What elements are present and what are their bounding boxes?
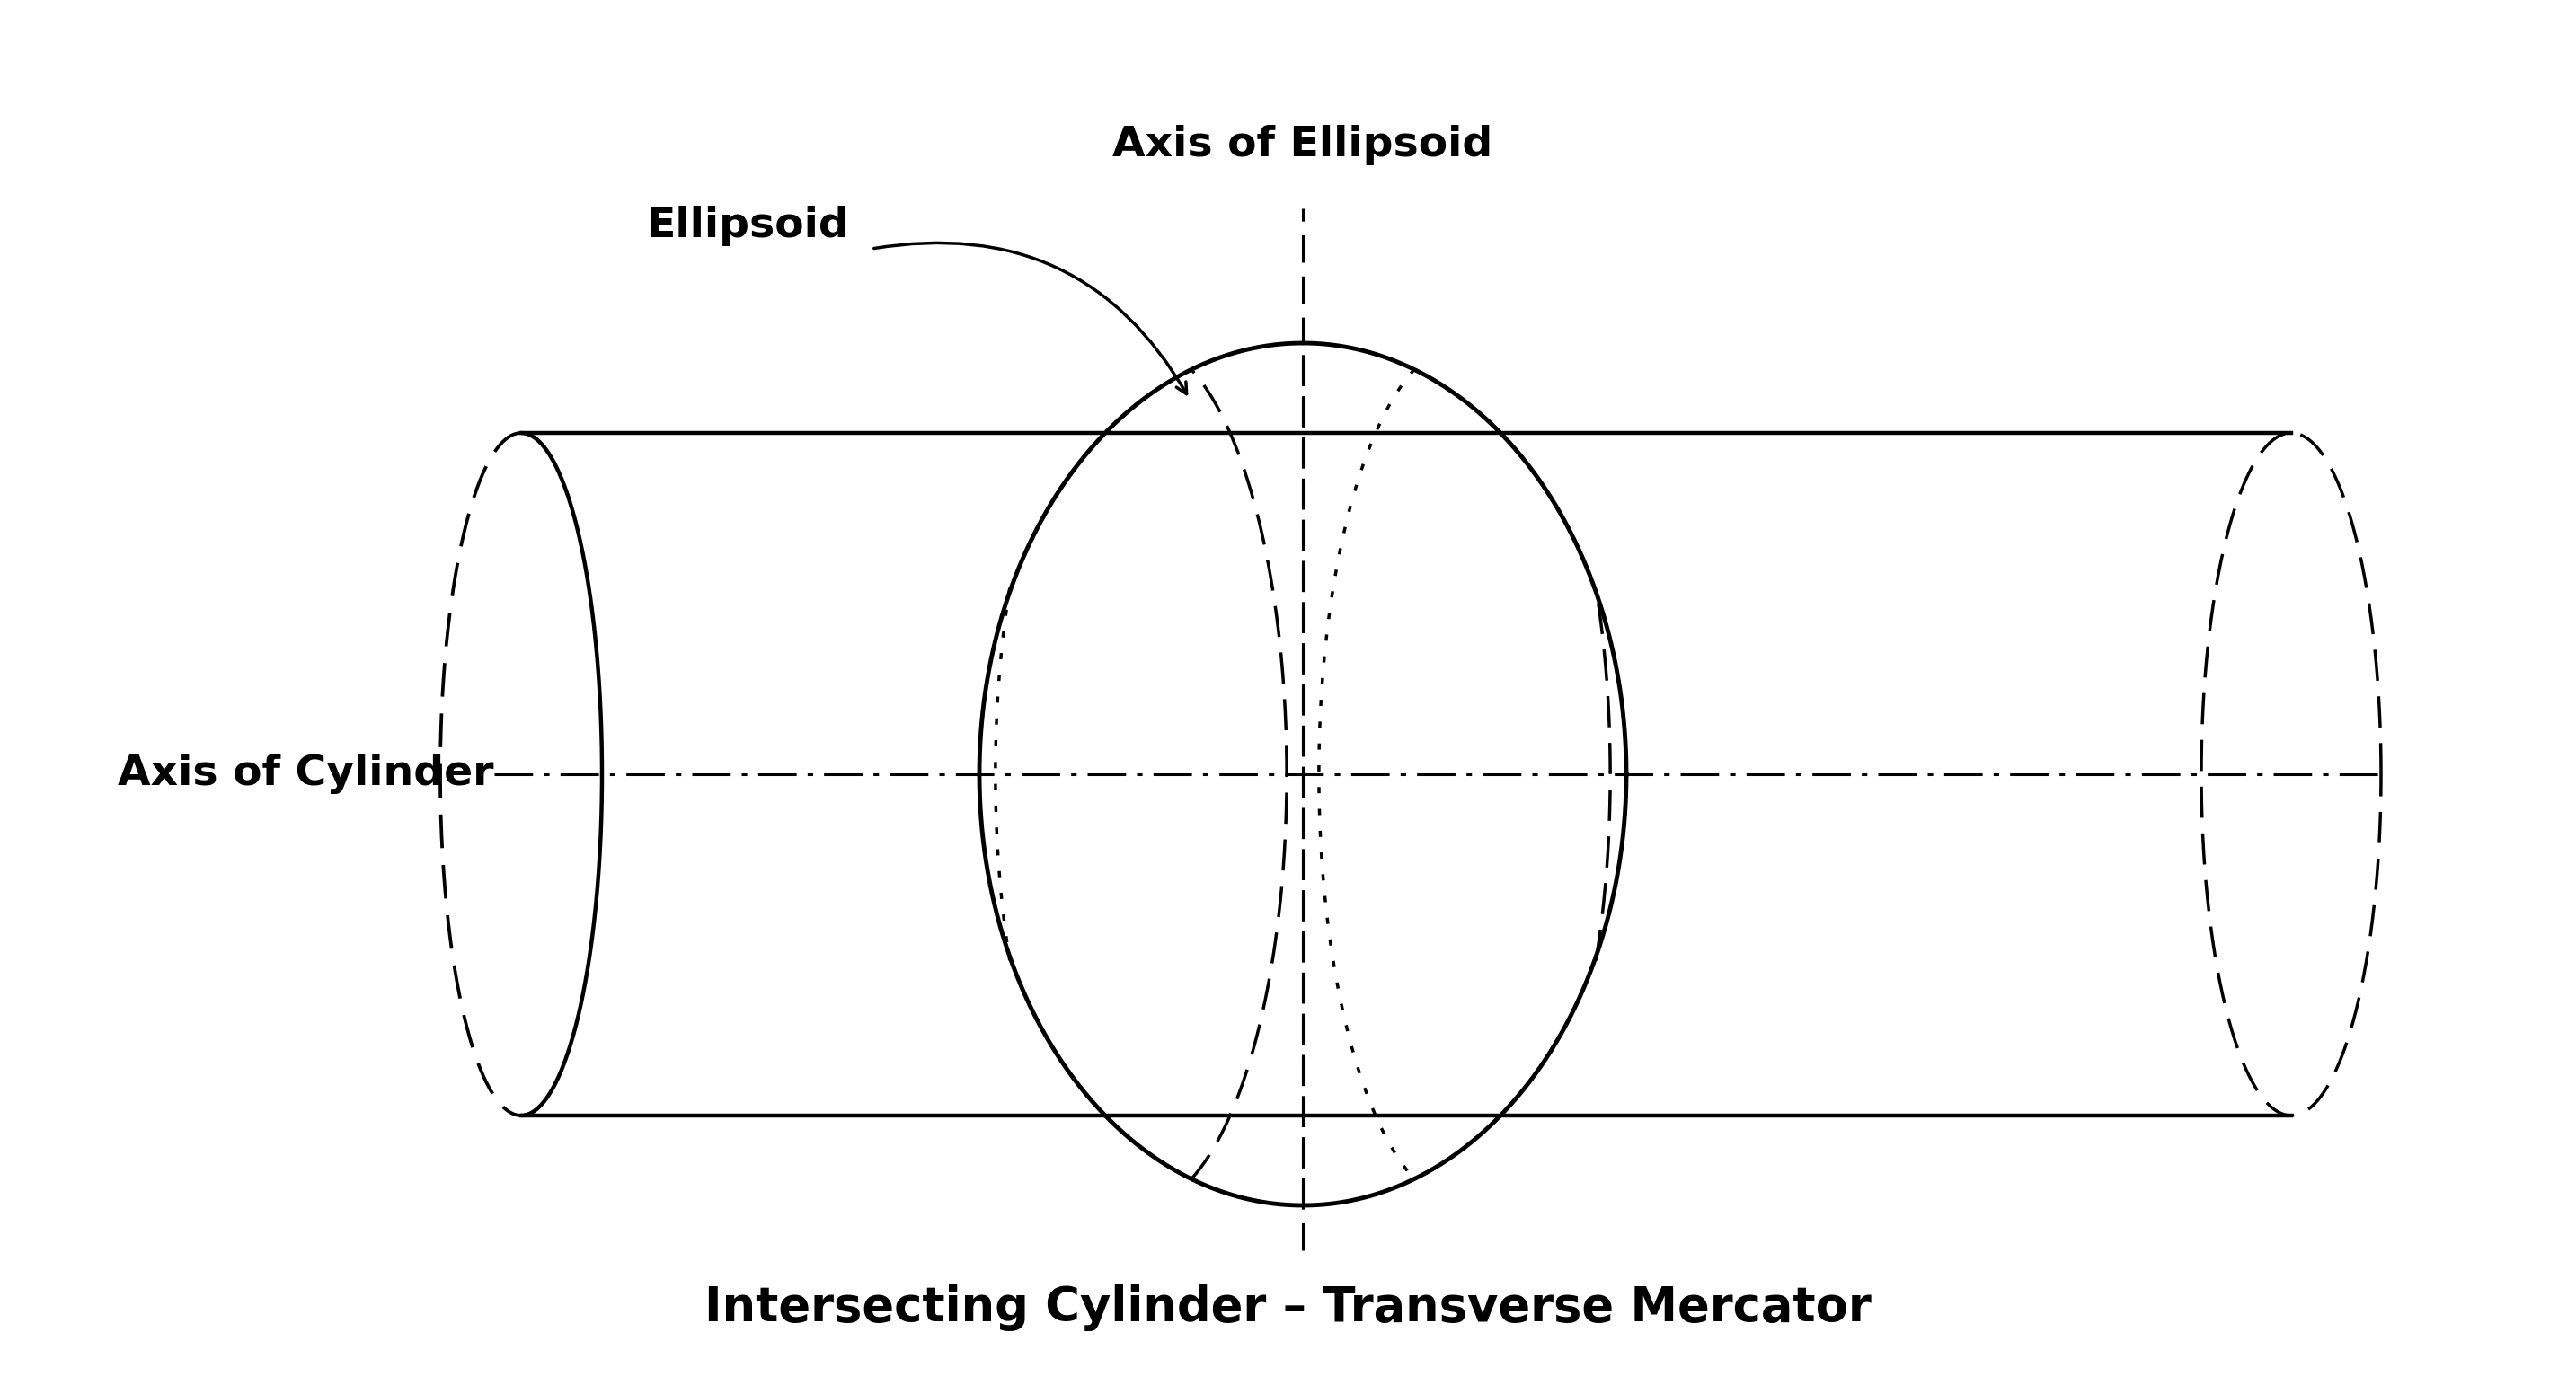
- Text: Intersecting Cylinder – Transverse Mercator: Intersecting Cylinder – Transverse Merca…: [706, 1284, 1870, 1331]
- Text: Ellipsoid: Ellipsoid: [647, 206, 850, 247]
- Text: Axis of Ellipsoid: Axis of Ellipsoid: [1113, 125, 1494, 166]
- Text: Axis of Cylinder: Axis of Cylinder: [118, 753, 495, 795]
